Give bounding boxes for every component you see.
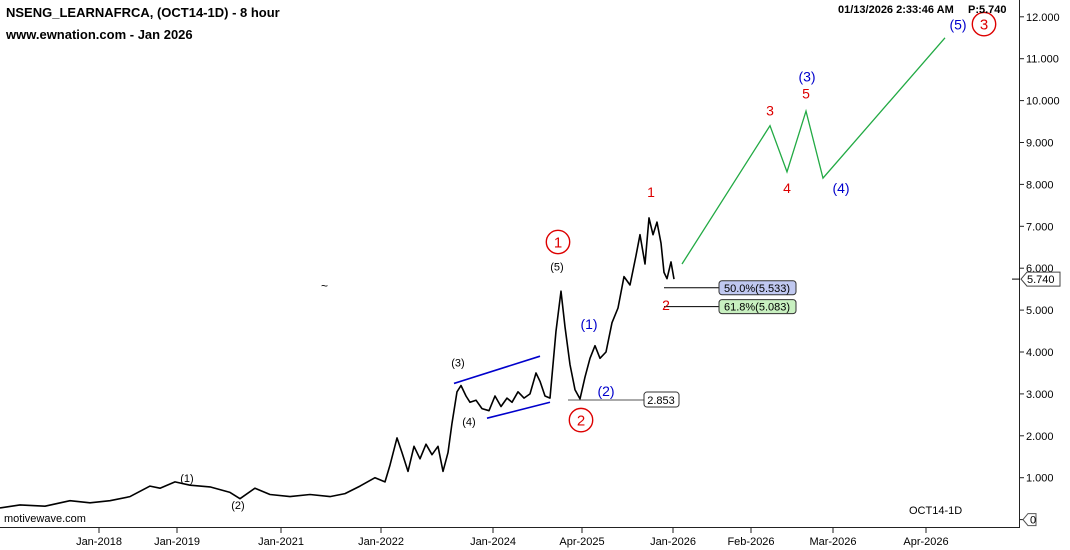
wave-label: (5) — [949, 16, 966, 32]
wave-label: (5) — [550, 261, 563, 273]
channel-line — [453, 355, 541, 385]
wave-label: 4 — [783, 180, 791, 196]
wave-circle — [568, 407, 594, 433]
x-tick-label: Jan-2026 — [650, 536, 696, 548]
fib-label-box — [718, 299, 797, 315]
wave-label: (1) — [180, 473, 193, 485]
last-price: P:5.740 — [968, 4, 1007, 16]
projection-line — [681, 37, 946, 265]
y-tick-label: 9.000 — [1026, 138, 1054, 150]
y-tick-label: 11.000 — [1026, 54, 1059, 66]
x-tick-label: Jan-2018 — [76, 536, 122, 548]
fib-label-box — [718, 280, 797, 296]
timestamp: 01/13/2026 2:33:46 AM — [838, 4, 954, 16]
x-tick-label: Feb-2026 — [727, 536, 774, 548]
x-tick-label: Mar-2026 — [809, 536, 856, 548]
y-tick-label: 5.000 — [1026, 305, 1054, 317]
x-tick-label: Jan-2022 — [358, 536, 404, 548]
current-price-tag — [1020, 271, 1061, 287]
support-label-box — [643, 391, 680, 408]
wave-label: (2) — [597, 383, 614, 399]
y-tick-label: 1.000 — [1026, 473, 1054, 485]
wave-label: 2 — [662, 297, 670, 313]
chart-frame — [0, 0, 1020, 528]
y-tick-label: 2.000 — [1026, 431, 1054, 443]
wave-circle — [971, 11, 997, 37]
fib-label: 50.0%(5.533) — [724, 283, 790, 295]
y-tick-label: 3.000 — [1026, 389, 1054, 401]
y-tick-label: 8.000 — [1026, 179, 1054, 191]
wave-label: 1 — [647, 184, 655, 200]
chart-title: NSENG_LEARNAFRCA, (OCT14-1D) - 8 hour — [6, 5, 280, 20]
wave-label: (4) — [462, 416, 475, 428]
wave-label: (4) — [832, 180, 849, 196]
wave-label: (1) — [580, 316, 597, 332]
watermark: motivewave.com — [4, 513, 86, 525]
chart-subtitle: www.ewnation.com - Jan 2026 — [6, 27, 193, 42]
wave-label: (3) — [798, 69, 815, 85]
x-tick-label: Jan-2021 — [258, 536, 304, 548]
y-tick-label: 12.000 — [1026, 12, 1060, 24]
price-line — [0, 217, 675, 509]
wave-label: 2 — [577, 412, 585, 429]
y-tick-label: 10.000 — [1026, 96, 1060, 108]
y-tick-label: 7.000 — [1026, 221, 1054, 233]
y-tick-label: 4.000 — [1026, 347, 1054, 359]
wave-circle — [545, 229, 571, 255]
wave-label: 1 — [554, 234, 562, 251]
tilde-mark: ~ — [321, 279, 329, 293]
wave-label: (2) — [231, 500, 244, 512]
x-tick-label: Jan-2024 — [470, 536, 516, 548]
y-tick-label: 0 — [1030, 515, 1036, 527]
support-label: 2.853 — [647, 395, 675, 407]
channel-line — [486, 401, 551, 419]
current-price-label: 5.740 — [1027, 274, 1055, 286]
wave-label: 3 — [766, 102, 774, 118]
symbol-label: OCT14-1D — [909, 505, 963, 517]
wave-label: 5 — [802, 86, 810, 102]
wave-label: 3 — [980, 16, 988, 33]
x-tick-label: Apr-2026 — [903, 536, 948, 548]
fib-label: 61.8%(5.083) — [724, 302, 790, 314]
y-zero-box — [1022, 513, 1037, 527]
wave-label: (3) — [451, 358, 464, 370]
x-tick-label: Jan-2019 — [154, 536, 200, 548]
x-tick-label: Apr-2025 — [559, 536, 604, 548]
